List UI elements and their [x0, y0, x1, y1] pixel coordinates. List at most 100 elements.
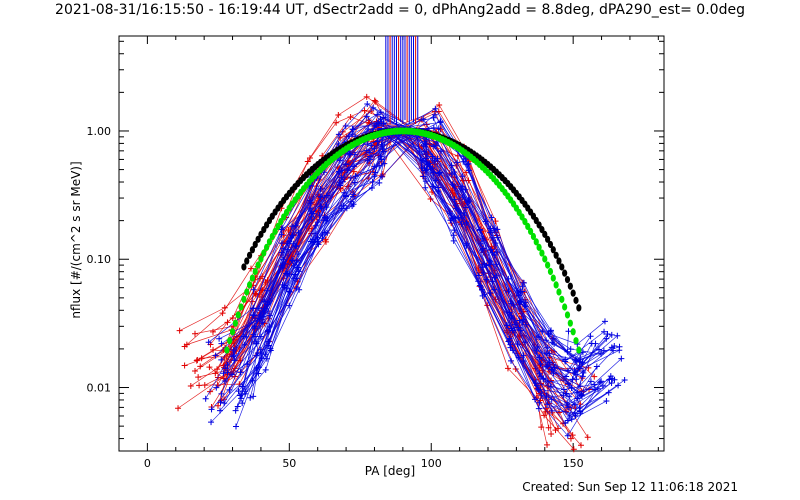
series-point	[247, 394, 254, 401]
series-point	[265, 342, 272, 349]
series-point	[363, 93, 370, 100]
series-point	[278, 240, 285, 247]
fit-point	[562, 269, 568, 277]
series-point	[566, 393, 573, 400]
series-point	[615, 382, 622, 389]
series-point	[239, 383, 246, 390]
series-line	[406, 130, 625, 412]
series-point	[375, 120, 382, 127]
series-point	[197, 363, 204, 370]
series-point	[465, 160, 472, 167]
fit-point	[576, 346, 582, 354]
series-line	[405, 130, 595, 390]
fit-point	[235, 311, 241, 319]
series-point	[365, 125, 372, 132]
series-point	[436, 170, 443, 177]
series-point	[421, 148, 428, 155]
series-point	[318, 205, 325, 212]
series-point	[242, 388, 249, 395]
fit-point	[269, 232, 275, 241]
series-line	[385, 127, 605, 360]
series-point	[235, 388, 242, 395]
series-point	[209, 328, 216, 335]
series-point	[490, 225, 497, 232]
series-point	[548, 396, 555, 403]
y-tick-label: 0.10	[87, 253, 112, 266]
series-point	[522, 339, 529, 346]
fit-point	[232, 319, 238, 327]
series-line	[416, 130, 581, 360]
series-point	[234, 403, 241, 410]
series-point	[509, 347, 516, 354]
series-point	[437, 119, 444, 126]
fit-point	[229, 328, 236, 336]
series-line	[390, 130, 609, 409]
series-point	[550, 335, 557, 342]
fit-point	[567, 319, 573, 327]
series-point	[608, 331, 615, 338]
series-point	[549, 339, 556, 346]
fit-point	[255, 261, 261, 269]
series-point	[477, 240, 484, 247]
series-point	[591, 386, 598, 393]
fit-point	[527, 227, 534, 235]
fit-point	[249, 274, 256, 282]
series-point	[241, 341, 248, 348]
series-point	[434, 155, 441, 162]
series-point	[281, 282, 288, 289]
series-point	[519, 283, 526, 290]
series-point	[250, 305, 257, 312]
series-point	[534, 386, 541, 393]
series-point	[508, 357, 515, 364]
x-tick-label: 0	[144, 457, 151, 470]
fit-point	[556, 288, 562, 296]
series-point	[421, 165, 428, 172]
series-point	[451, 227, 458, 234]
series-point	[603, 398, 610, 405]
series-point	[579, 360, 586, 367]
series-point	[563, 373, 570, 380]
series-point	[219, 310, 226, 317]
fit-point	[522, 218, 528, 226]
series-point	[516, 317, 523, 324]
series-point	[335, 111, 342, 118]
series-point	[568, 416, 575, 423]
fit-point	[249, 246, 256, 254]
series-point	[450, 232, 457, 239]
fit-point	[547, 267, 554, 276]
series-point	[606, 376, 613, 383]
series-point	[346, 151, 353, 158]
x-tick-label: 100	[421, 457, 442, 470]
series-point	[352, 173, 359, 180]
fit-point	[272, 227, 278, 235]
series-point	[216, 335, 223, 342]
series-point	[372, 98, 379, 105]
series-point	[191, 330, 198, 337]
series-point	[575, 365, 582, 372]
series-point	[224, 362, 231, 369]
series-point	[347, 174, 354, 181]
series-point	[238, 391, 245, 398]
axis-ticks: 0 50 100 150 0.01 0.10 1.00	[87, 36, 664, 470]
series-point	[193, 357, 200, 364]
fit-point	[562, 303, 568, 311]
series-point	[306, 154, 313, 161]
series-point	[379, 145, 386, 152]
series-point	[591, 373, 598, 380]
series-point	[224, 319, 231, 326]
fit-point	[224, 346, 230, 354]
fit-point	[545, 261, 551, 269]
fit-point	[241, 295, 247, 303]
series-point	[577, 410, 584, 417]
series-line	[381, 130, 584, 387]
series-line	[391, 130, 573, 394]
series-point	[435, 125, 442, 132]
series-point	[342, 123, 349, 130]
series-line	[380, 130, 575, 450]
series-point	[430, 114, 437, 121]
series-point	[229, 315, 236, 322]
series-point	[506, 335, 513, 342]
y-axis-label: nflux [#/(cm^2 s sr MeV)]	[69, 161, 83, 318]
series-point	[564, 400, 571, 407]
series-point	[541, 412, 548, 419]
